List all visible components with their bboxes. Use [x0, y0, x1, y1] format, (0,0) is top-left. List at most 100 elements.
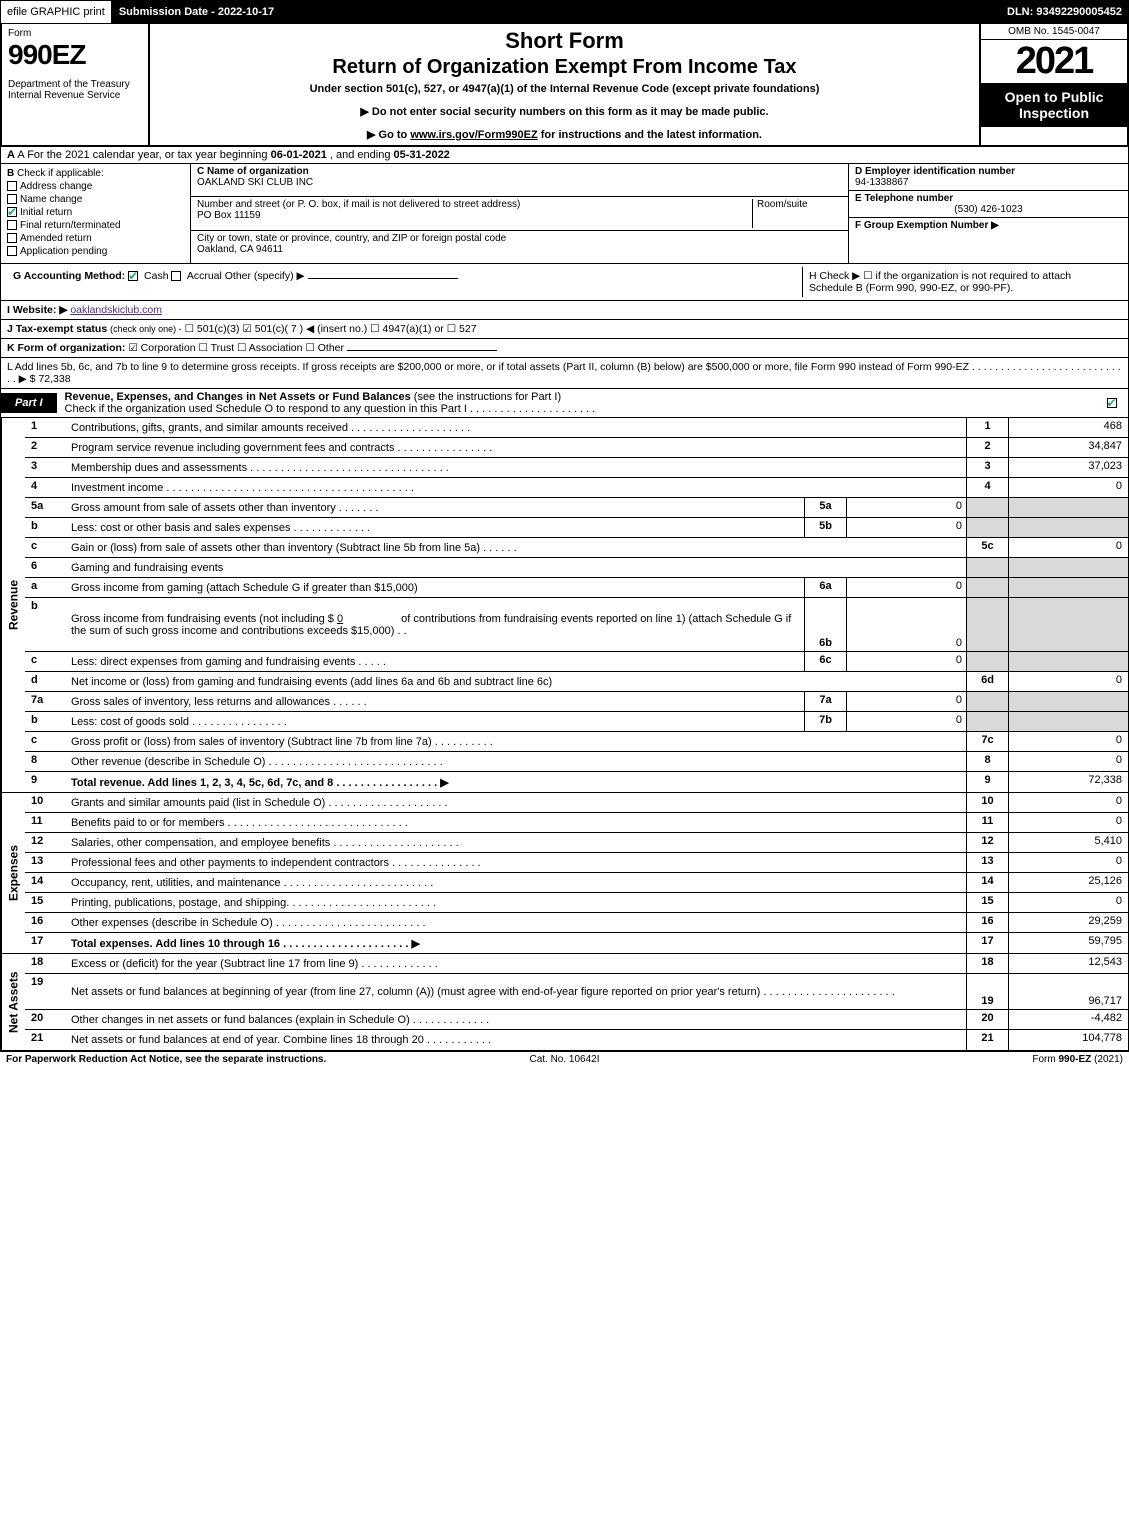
chk-address-change[interactable]: Address change — [7, 181, 184, 192]
part-I-check[interactable] — [1098, 397, 1128, 409]
G-other: Other (specify) ▶ — [225, 270, 305, 282]
line-6a-sub: 0 — [846, 578, 966, 597]
line-2-desc: Program service revenue including govern… — [67, 438, 966, 457]
line-7c-desc: Gross profit or (loss) from sales of inv… — [67, 732, 966, 751]
topbar-spacer — [281, 0, 1000, 24]
C-name-value: OAKLAND SKI CLUB INC — [197, 177, 313, 188]
footer-right-bold: 990-EZ — [1059, 1054, 1092, 1065]
subtitle: Under section 501(c), 527, or 4947(a)(1)… — [158, 83, 971, 95]
row-A-mid: , and ending — [327, 149, 394, 161]
title-short-form: Short Form — [158, 28, 971, 54]
instruction-2-post: for instructions and the latest informat… — [538, 129, 762, 141]
line-7b-desc: Less: cost of goods sold . . . . . . . .… — [67, 712, 804, 731]
L-text: L Add lines 5b, 6c, and 7b to line 9 to … — [7, 361, 1121, 385]
chk-final-return[interactable]: Final return/terminated — [7, 220, 184, 231]
line-18-desc: Excess or (deficit) for the year (Subtra… — [67, 954, 966, 973]
footer: For Paperwork Reduction Act Notice, see … — [0, 1051, 1129, 1067]
row-A-end: 05-31-2022 — [394, 149, 450, 161]
top-bar: efile GRAPHIC print Submission Date - 20… — [0, 0, 1129, 24]
line-4-val: 0 — [1008, 478, 1128, 497]
revenue-label: Revenue — [1, 418, 25, 792]
line-3-val: 37,023 — [1008, 458, 1128, 477]
E-telephone: E Telephone number (530) 426-1023 — [849, 190, 1128, 217]
section-BCDF: B Check if applicable: Address change Na… — [0, 164, 1129, 264]
footer-left: For Paperwork Reduction Act Notice, see … — [6, 1054, 378, 1065]
J-label: J Tax-exempt status — [7, 323, 107, 335]
instruction-2-pre: ▶ Go to — [367, 129, 410, 141]
form-number: 990EZ — [8, 39, 142, 71]
revenue-section: Revenue 1Contributions, gifts, grants, a… — [0, 418, 1129, 793]
col-B: B Check if applicable: Address change Na… — [1, 164, 191, 263]
line-7a-desc: Gross sales of inventory, less returns a… — [67, 692, 804, 711]
part-I-title: Revenue, Expenses, and Changes in Net As… — [57, 389, 1098, 417]
C-name-row: C Name of organization OAKLAND SKI CLUB … — [191, 164, 848, 197]
E-tel-value: (530) 426-1023 — [855, 204, 1122, 215]
E-tel-label: E Telephone number — [855, 193, 1122, 204]
H-text: H Check ▶ ☐ if the organization is not r… — [809, 270, 1071, 294]
line-16-val: 29,259 — [1008, 913, 1128, 932]
line-21-desc: Net assets or fund balances at end of ye… — [67, 1030, 966, 1050]
line-20-val: -4,482 — [1008, 1010, 1128, 1029]
line-13-desc: Professional fees and other payments to … — [67, 853, 966, 872]
chk-amended-return[interactable]: Amended return — [7, 233, 184, 244]
row-K: K Form of organization: ☑ Corporation ☐ … — [0, 339, 1129, 358]
line-8-val: 0 — [1008, 752, 1128, 771]
B-label: B — [7, 168, 14, 179]
expenses-label: Expenses — [1, 793, 25, 953]
H-check: H Check ▶ ☐ if the organization is not r… — [802, 267, 1122, 297]
part-I-title-text: Revenue, Expenses, and Changes in Net As… — [65, 391, 411, 403]
chk-cash[interactable] — [128, 271, 138, 281]
open-to-public: Open to Public Inspection — [981, 83, 1127, 127]
line-13-val: 0 — [1008, 853, 1128, 872]
chk-final-return-label: Final return/terminated — [20, 220, 121, 231]
chk-application-pending-label: Application pending — [20, 246, 107, 257]
dln: DLN: 93492290005452 — [1000, 0, 1129, 24]
line-10-val: 0 — [1008, 793, 1128, 812]
line-5a-desc: Gross amount from sale of assets other t… — [67, 498, 804, 517]
row-A-begin: 06-01-2021 — [271, 149, 327, 161]
line-5b-sub: 0 — [846, 518, 966, 537]
chk-accrual[interactable] — [171, 271, 181, 281]
chk-name-change[interactable]: Name change — [7, 194, 184, 205]
C-name-label: C Name of organization — [197, 166, 309, 177]
line-5c-desc: Gain or (loss) from sale of assets other… — [67, 538, 966, 557]
line-15-val: 0 — [1008, 893, 1128, 912]
C-city-label: City or town, state or province, country… — [197, 233, 506, 244]
line-5c-val: 0 — [1008, 538, 1128, 557]
header-left: Form 990EZ Department of the Treasury In… — [2, 24, 150, 145]
F-group-label: F Group Exemption Number ▶ — [855, 220, 999, 231]
line-20-desc: Other changes in net assets or fund bala… — [67, 1010, 966, 1029]
G-other-line — [308, 278, 458, 279]
revenue-table: 1Contributions, gifts, grants, and simil… — [25, 418, 1128, 792]
line-6d-desc: Net income or (loss) from gaming and fun… — [67, 672, 966, 691]
J-opts: ☐ 501(c)(3) ☑ 501(c)( 7 ) ◀ (insert no.)… — [185, 323, 477, 335]
line-14-val: 25,126 — [1008, 873, 1128, 892]
C-street-label: Number and street (or P. O. box, if mail… — [197, 199, 520, 210]
line-19-val: 96,717 — [1008, 974, 1128, 1009]
chk-initial-return-label: Initial return — [20, 207, 72, 218]
line-6b-sub: 0 — [846, 598, 966, 651]
irs-link[interactable]: www.irs.gov/Form990EZ — [410, 129, 537, 141]
G-cash: Cash — [144, 270, 169, 282]
line-6b-d1: Gross income from fundraising events (no… — [71, 613, 334, 625]
line-1-val: 468 — [1008, 418, 1128, 437]
line-6c-sub: 0 — [846, 652, 966, 671]
chk-initial-return[interactable]: Initial return — [7, 207, 184, 218]
row-I: I Website: ▶ oaklandskiclub.com — [0, 301, 1129, 320]
line-6b-amt: 0 — [337, 613, 343, 625]
website-link[interactable]: oaklandskiclub.com — [70, 304, 162, 316]
D-ein-label: D Employer identification number — [855, 166, 1122, 177]
line-8-desc: Other revenue (describe in Schedule O) .… — [67, 752, 966, 771]
col-C: C Name of organization OAKLAND SKI CLUB … — [191, 164, 848, 263]
C-city-value: Oakland, CA 94611 — [197, 244, 283, 255]
part-I-bar: Part I Revenue, Expenses, and Changes in… — [0, 389, 1129, 418]
col-DEF: D Employer identification number 94-1338… — [848, 164, 1128, 263]
line-17-desc: Total expenses. Add lines 10 through 16 … — [67, 933, 966, 953]
line-11-val: 0 — [1008, 813, 1128, 832]
chk-application-pending[interactable]: Application pending — [7, 246, 184, 257]
line-10-desc: Grants and similar amounts paid (list in… — [67, 793, 966, 812]
L-value: 72,338 — [38, 373, 70, 385]
line-14-desc: Occupancy, rent, utilities, and maintena… — [67, 873, 966, 892]
form-word: Form — [8, 28, 142, 39]
line-6a-desc: Gross income from gaming (attach Schedul… — [67, 578, 804, 597]
